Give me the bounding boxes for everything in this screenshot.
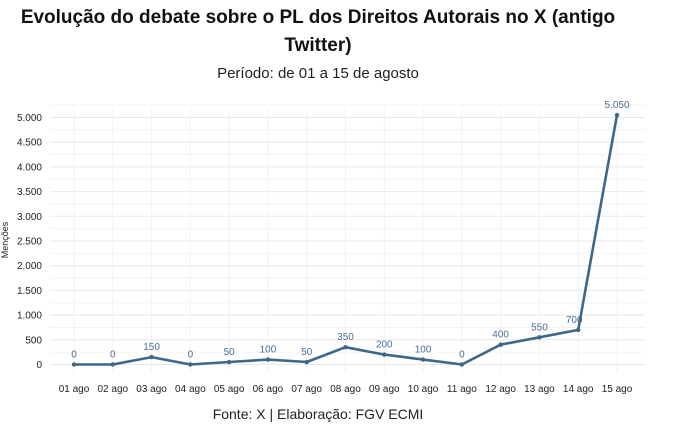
data-label: 550 [531, 322, 548, 333]
chart-title: Evolução do debate sobre o PL dos Direit… [20, 7, 616, 56]
data-label: 0 [188, 350, 194, 361]
x-tick-label: 05 ago [214, 384, 245, 395]
y-tick-label: 2.000 [17, 261, 42, 272]
x-tick-label: 08 ago [330, 384, 361, 395]
x-axis: 01 ago 02 ago 03 ago 04 ago 05 ago 06 ago 07 a… [59, 384, 633, 395]
data-label: 150 [143, 342, 160, 353]
y-tick-label: 0 [36, 360, 42, 371]
data-point [382, 352, 387, 357]
data-point [265, 357, 271, 362]
x-tick-label: 09 ago [369, 384, 400, 395]
data-label: 5.050 [604, 100, 629, 111]
data-label: 700 [566, 315, 583, 326]
data-label: 0 [459, 350, 465, 361]
data-point [459, 362, 465, 367]
data-point [226, 359, 232, 365]
x-tick-label: 10 ago [408, 384, 439, 395]
y-tick-label: 2.500 [17, 237, 42, 248]
data-point [537, 335, 542, 340]
x-tick-label: 13 ago [524, 384, 555, 395]
y-tick-label: 4.000 [17, 162, 42, 173]
grid-layer [50, 104, 645, 372]
data-point [420, 357, 426, 362]
data-label: 200 [376, 340, 393, 351]
y-axis: 0 500 1.000 1.500 2.000 2.500 3.000 3.500 4.000 4… [17, 113, 42, 371]
y-tick-label: 1.000 [17, 311, 42, 322]
y-tick-label: 500 [25, 335, 42, 346]
data-label: 100 [415, 345, 432, 356]
data-point [188, 362, 193, 367]
y-tick-label: 3.500 [17, 187, 42, 198]
data-point [498, 342, 503, 347]
chart-subtitle: Período: de 01 a 15 de agosto [217, 65, 419, 82]
data-label: 0 [71, 350, 77, 361]
x-tick-label: 12 ago [485, 384, 516, 395]
data-label: 50 [301, 347, 313, 358]
data-label: 400 [492, 330, 509, 341]
data-label: 50 [224, 347, 236, 358]
x-tick-label: 06 ago [253, 384, 284, 395]
x-tick-label: 11 ago [447, 384, 477, 395]
x-tick-label: 07 ago [291, 384, 322, 395]
data-point [614, 112, 620, 118]
data-label-layer: 0 0 150 0 50 100 50 350 200 100 0 400 550 700 5.050 [71, 100, 630, 360]
y-tick-label: 5.000 [17, 113, 42, 124]
data-point [71, 362, 77, 367]
x-tick-label: 04 ago [175, 384, 206, 395]
y-tick-label: 4.500 [17, 138, 42, 149]
x-tick-label: 15 ago [602, 384, 633, 395]
data-point [343, 345, 348, 350]
data-point [110, 362, 115, 367]
data-label: 350 [337, 332, 354, 343]
data-label: 0 [110, 350, 116, 361]
x-tick-label: 02 ago [97, 384, 128, 395]
x-tick-label: 01 ago [59, 384, 90, 395]
data-point [304, 359, 309, 365]
x-tick-label: 03 ago [136, 384, 167, 395]
data-point [149, 354, 154, 360]
point-layer [71, 112, 620, 367]
x-tick-label: 14 ago [563, 384, 594, 395]
data-point [576, 327, 581, 333]
y-tick-label: 3.000 [17, 212, 42, 223]
y-axis-title: Menções [0, 221, 10, 258]
y-tick-label: 1.500 [17, 286, 42, 297]
data-label: 100 [260, 345, 277, 356]
chart-source: Fonte: X | Elaboração: FGV ECMI [212, 406, 424, 422]
